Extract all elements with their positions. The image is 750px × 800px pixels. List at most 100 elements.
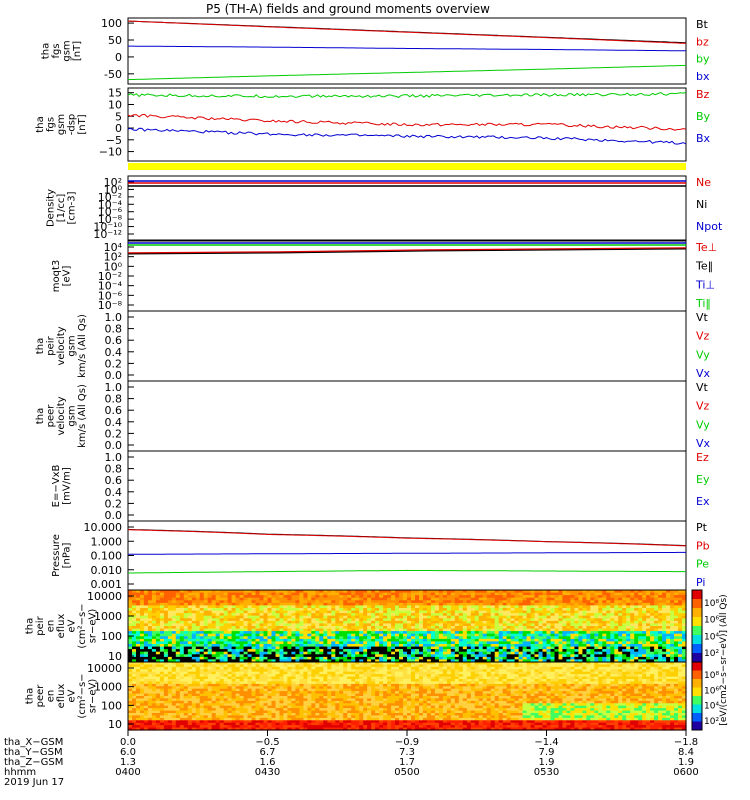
y-tick-label: −10 — [99, 146, 122, 159]
heatmap-cell — [554, 636, 560, 640]
heatmap-cell — [167, 615, 173, 619]
heatmap-cell — [191, 636, 197, 640]
heatmap-cell — [391, 666, 396, 670]
heatmap-cell — [379, 628, 384, 632]
heatmap-cell — [411, 636, 416, 640]
heatmap-cell — [650, 595, 655, 599]
heatmap-cell — [175, 590, 181, 594]
heatmap-cell — [586, 602, 591, 607]
heatmap-cell — [518, 671, 524, 675]
heatmap-cell — [426, 592, 432, 596]
heatmap-cell — [526, 654, 532, 658]
heatmap-cell — [466, 654, 472, 658]
heatmap-cell — [670, 654, 675, 658]
heatmap-cell — [295, 654, 300, 658]
heatmap-cell — [207, 602, 213, 607]
heatmap-cell — [502, 641, 508, 645]
heatmap-cell — [267, 600, 273, 604]
heatmap-cell — [355, 590, 360, 594]
heatmap-cell — [506, 623, 512, 627]
heatmap-cell — [391, 671, 396, 675]
heatmap-cell — [271, 626, 277, 630]
heatmap-cell — [251, 623, 257, 627]
heatmap-cell — [415, 649, 420, 653]
heatmap-cell — [327, 592, 332, 596]
heatmap-cell — [486, 654, 492, 658]
heatmap-cell — [295, 669, 300, 673]
heatmap-cell — [343, 649, 348, 653]
heatmap-cell — [482, 638, 488, 643]
heatmap-cell — [219, 628, 225, 632]
heatmap-cell — [132, 671, 137, 675]
heatmap-cell — [259, 618, 265, 622]
heatmap-cell — [163, 674, 169, 678]
heatmap-cell — [259, 595, 265, 599]
heatmap-cell — [235, 651, 241, 655]
heatmap-cell — [546, 618, 552, 622]
heatmap-cell — [442, 595, 448, 599]
heatmap-cell — [434, 618, 440, 622]
heatmap-cell — [522, 651, 528, 655]
heatmap-cell — [147, 659, 153, 663]
heatmap-cell — [470, 649, 476, 653]
heatmap-cell — [434, 654, 440, 658]
heatmap-cell — [171, 626, 177, 630]
heatmap-cell — [674, 623, 679, 627]
heatmap-cell — [602, 620, 607, 625]
heatmap-cell — [371, 602, 376, 607]
heatmap-cell — [239, 608, 245, 612]
heatmap-cell — [550, 669, 556, 673]
heatmap-cell — [498, 615, 504, 619]
heatmap-cell — [155, 671, 161, 675]
heatmap-cell — [287, 631, 292, 635]
heatmap-cell — [590, 615, 595, 619]
heatmap-cell — [598, 595, 603, 599]
heatmap-cell — [550, 631, 556, 635]
heatmap-cell — [279, 631, 285, 635]
heatmap-cell — [335, 659, 340, 663]
heatmap-cell — [251, 641, 257, 645]
heatmap-cell — [458, 659, 464, 663]
heatmap-cell — [466, 641, 472, 645]
heatmap-cell — [231, 646, 237, 650]
heatmap-cell — [419, 600, 424, 604]
heatmap-cell — [347, 590, 352, 594]
heatmap-cell — [490, 644, 496, 648]
heatmap-cell — [267, 666, 273, 670]
heatmap-cell — [618, 633, 623, 637]
legend-Npot: Npot — [696, 220, 723, 233]
heatmap-cell — [239, 641, 245, 645]
heatmap-cell — [323, 613, 328, 617]
heatmap-cell — [295, 651, 300, 655]
heatmap-cell — [462, 610, 468, 614]
heatmap-cell — [407, 646, 412, 650]
heatmap-cell — [263, 654, 269, 658]
heatmap-cell — [434, 613, 440, 617]
heatmap-cell — [136, 674, 141, 678]
y-axis-label-line: gsm — [61, 40, 72, 61]
heatmap-cell — [482, 666, 488, 670]
heatmap-cell — [140, 610, 145, 614]
heatmap-cell — [554, 628, 560, 632]
legend-Pe: Pe — [696, 558, 709, 571]
heatmap-cell — [606, 656, 611, 661]
heatmap-cell — [450, 615, 456, 619]
heatmap-cell — [399, 651, 404, 655]
heatmap-cell — [279, 649, 285, 653]
heatmap-cell — [510, 644, 516, 648]
heatmap-cell — [175, 651, 181, 655]
heatmap-cell — [590, 600, 595, 604]
heatmap-cell — [175, 669, 181, 673]
heatmap-cell — [419, 613, 424, 617]
heatmap-cell — [426, 664, 432, 668]
heatmap-cell — [446, 646, 452, 650]
heatmap-cell — [279, 646, 285, 650]
heatmap-cell — [299, 602, 304, 607]
heatmap-cell — [199, 623, 205, 627]
heatmap-cell — [510, 608, 516, 612]
heatmap-cell — [291, 666, 296, 670]
heatmap-cell — [371, 615, 376, 619]
heatmap-cell — [446, 626, 452, 630]
heatmap-cell — [438, 628, 444, 632]
heatmap-cell — [223, 641, 229, 645]
